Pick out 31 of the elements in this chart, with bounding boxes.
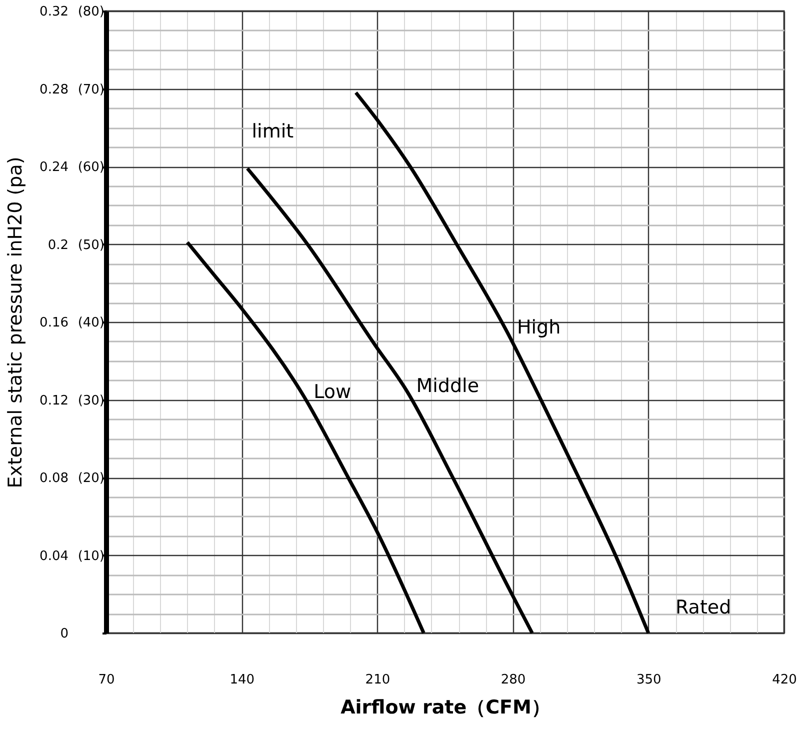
y2-tick-label: (40)	[78, 316, 104, 330]
y-tick-label: 0.28	[40, 82, 68, 98]
y2-tick-label: (50)	[78, 238, 104, 253]
x-tick-label: 280	[500, 672, 526, 688]
y-tick-label: 0.16	[40, 316, 68, 330]
y-tick-label: 0.08	[40, 471, 68, 486]
y2-tick-label: (20)	[78, 471, 104, 486]
y-tick-label: 0.32	[40, 4, 68, 20]
annotation: limit	[252, 120, 294, 143]
y2-tick-label: (70)	[78, 82, 104, 98]
y2-tick-label: (10)	[78, 548, 104, 564]
y-axis-title: External static pressure inH20 (pa)	[4, 156, 27, 488]
x-tick-label: 420	[772, 672, 797, 688]
x-tick-label: 140	[230, 672, 255, 688]
y-tick-label: 0	[60, 626, 68, 642]
series-label: Low	[314, 380, 352, 403]
x-tick-label: 210	[365, 672, 390, 688]
y-tick-label: 0.12	[40, 393, 68, 408]
x-tick-label: 70	[98, 672, 115, 688]
series-label: High	[516, 316, 561, 339]
y2-tick-label: (60)	[78, 160, 104, 175]
y2-tick-label: (30)	[78, 393, 104, 408]
y-tick-label: 0.24	[40, 160, 68, 175]
y-tick-label: 0.2	[48, 238, 68, 253]
x-tick-label: 350	[636, 672, 662, 688]
y2-tick-label: (80)	[78, 4, 104, 20]
annotation: Rated	[676, 596, 732, 618]
series-label: Middle	[416, 375, 480, 398]
line-series	[354, 90, 650, 635]
y-tick-label: 0.04	[40, 548, 68, 564]
x-axis-title: Airflow rate（CFM）	[340, 696, 550, 718]
